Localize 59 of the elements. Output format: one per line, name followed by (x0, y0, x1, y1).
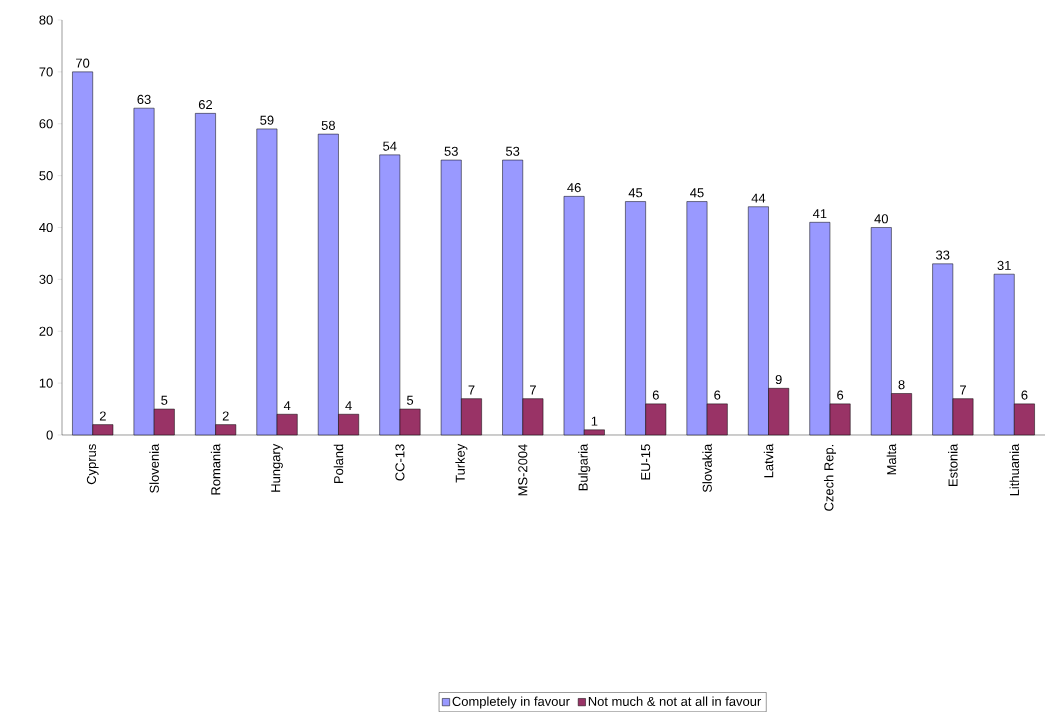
x-tick-label: Romania (210, 443, 221, 495)
x-tick-label: Slovakia (702, 443, 712, 493)
y-tick-label: 70 (39, 67, 53, 77)
data-label: 4 (283, 401, 291, 411)
x-tick-label: Lithuania (1009, 443, 1020, 496)
data-label: 6 (1021, 390, 1028, 400)
data-label: 40 (874, 214, 888, 224)
data-label: 54 (383, 141, 397, 151)
data-label: 31 (997, 260, 1011, 270)
x-tick-label: Czech Rep. (823, 444, 837, 511)
y-tick-label: 80 (39, 15, 53, 25)
x-tick-label: Cyprus (86, 444, 99, 485)
data-label: 59 (260, 115, 274, 125)
data-label: 46 (567, 183, 581, 193)
x-tick-label: Estonia (948, 443, 958, 486)
data-label: 2 (222, 411, 229, 421)
data-label: 33 (936, 250, 950, 260)
data-label: 7 (468, 385, 475, 395)
data-label: 8 (898, 380, 905, 390)
x-tick-label: Bulgaria (578, 443, 591, 491)
legend-label: Not much & not at all in favour (588, 696, 762, 706)
data-label: 63 (137, 94, 151, 104)
data-label: 4 (345, 401, 352, 411)
data-label: 6 (837, 390, 844, 400)
x-tick-label: Turkey (455, 443, 468, 483)
data-label: 1 (591, 416, 598, 426)
data-label: 44 (751, 193, 766, 203)
y-tick-label: 40 (39, 222, 53, 233)
x-tick-label: Poland (333, 444, 344, 484)
x-tick-label: Slovenia (149, 443, 159, 493)
data-label: 7 (530, 385, 536, 395)
y-tick-label: 30 (39, 274, 53, 284)
data-label: 53 (505, 146, 520, 156)
x-tick-label: EU-15 (641, 444, 651, 480)
x-tick-label: MS-2004 (518, 444, 528, 496)
y-tick-label: 60 (39, 119, 53, 129)
y-tick-label: 20 (39, 326, 53, 336)
data-label: 70 (76, 58, 90, 68)
legend-label: Completely in favour (452, 696, 570, 709)
x-tick-label: Hungary (271, 443, 283, 492)
x-tick-label: CC-13 (395, 444, 405, 481)
y-tick-label: 10 (39, 378, 53, 388)
y-tick-label: 0 (46, 430, 53, 440)
data-label: 45 (690, 188, 704, 198)
data-label: 41 (812, 209, 827, 219)
x-tick-label: Latvia (763, 443, 774, 478)
data-label: 9 (775, 374, 782, 385)
data-label: 45 (628, 188, 643, 198)
data-label: 5 (406, 395, 414, 405)
data-label: 6 (714, 390, 721, 400)
data-label: 53 (444, 146, 458, 156)
data-label: 58 (321, 120, 335, 130)
data-label: 7 (960, 385, 966, 395)
data-label: 6 (652, 390, 659, 400)
y-tick-label: 50 (39, 171, 53, 181)
data-label: 62 (198, 100, 213, 110)
data-label: 2 (99, 411, 106, 421)
data-label: 5 (161, 395, 168, 405)
x-tick-label: Malta (886, 443, 897, 475)
